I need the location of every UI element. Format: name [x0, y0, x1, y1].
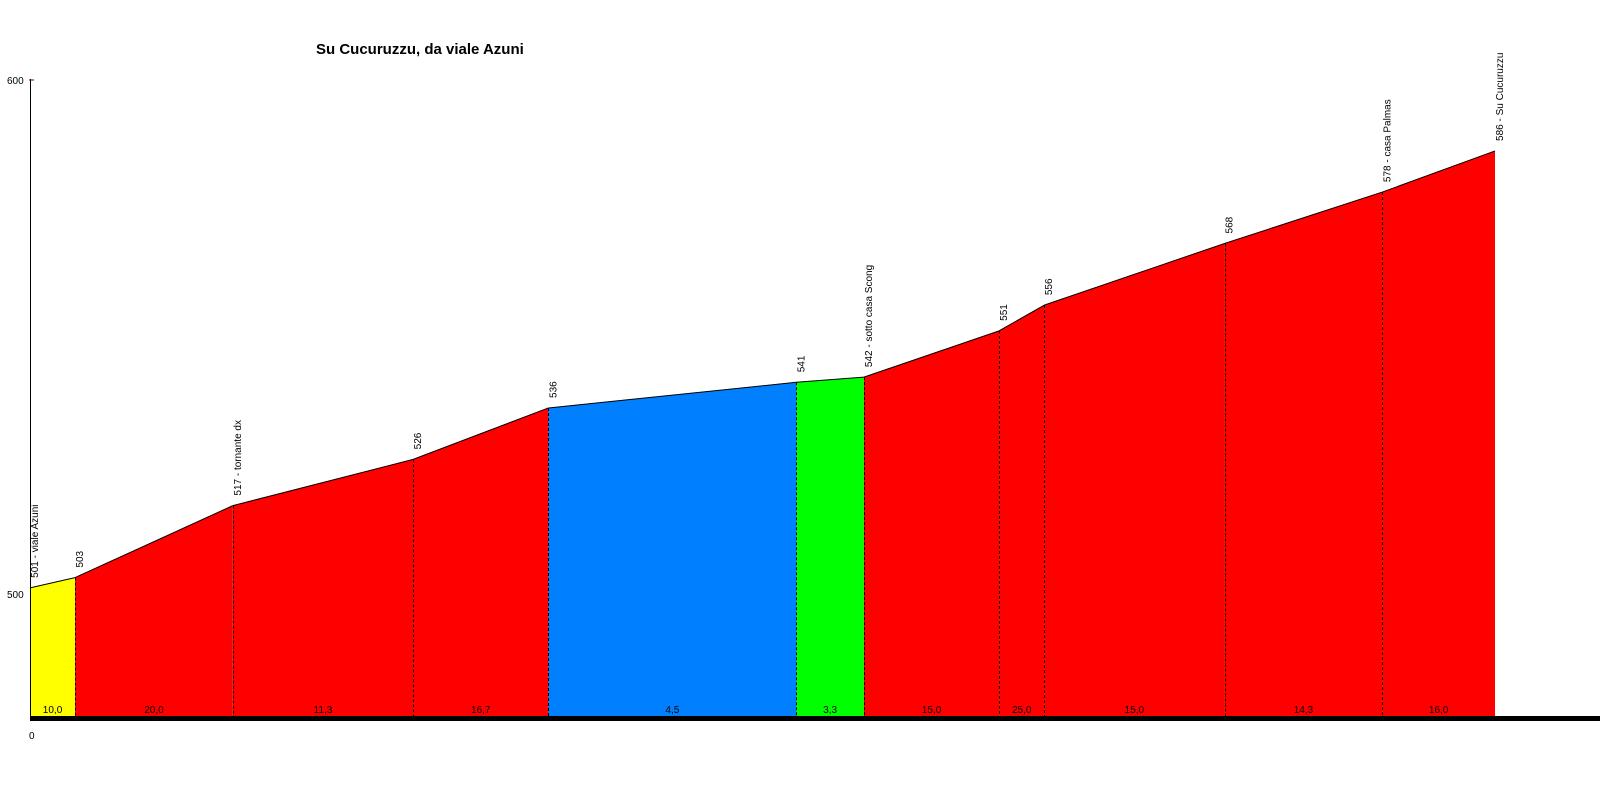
point-label-11: 578 - casa Palmas [1382, 99, 1393, 182]
profile-line-segment-3 [232, 458, 414, 507]
segment-dividers [75, 192, 1383, 717]
gradient-labels: 10,0 20,0 11,3 16,7 4,5 3,3 15,0 25,0 15,0 14,3 16… [43, 705, 1449, 716]
point-label-3: 517 - tornante dx [233, 420, 244, 496]
gradient-label-9: 15,0 [1125, 705, 1145, 716]
point-labels: 501 - viale Azuni 503 517 - tornante dx 526… [30, 53, 1506, 578]
gradient-label-4: 16,7 [471, 705, 491, 716]
gradient-label-6: 3,3 [823, 705, 837, 716]
point-label-8: 551 [999, 304, 1010, 321]
point-label-6: 541 [796, 355, 807, 372]
point-label-4: 526 [413, 432, 424, 449]
point-label-12: 586 - Su Cucuruzzu [1495, 53, 1506, 141]
profile-line-segment-9 [1044, 243, 1225, 306]
segment-areas [29, 150, 1496, 718]
gradient-label-5: 4,5 [665, 705, 679, 716]
y-tick-label-500: 500 [7, 590, 24, 601]
gradient-label-1: 10,0 [43, 705, 63, 716]
segment-area-11 [1382, 150, 1495, 717]
segment-area-7 [863, 330, 1000, 717]
segment-area-6 [796, 377, 864, 717]
segment-area-8 [999, 305, 1045, 717]
segment-area-5 [548, 382, 797, 717]
chart-title: Su Cucuruzzu, da viale Azuni [316, 41, 524, 58]
profile-line-segment-2 [74, 505, 234, 579]
segment-area-4 [413, 407, 549, 717]
segment-area-10 [1224, 192, 1383, 717]
profile-line-segment-6 [796, 376, 864, 383]
gradient-label-3: 11,3 [314, 705, 333, 716]
segment-area-9 [1044, 243, 1225, 718]
segment-area-3 [232, 459, 414, 717]
point-label-9: 556 [1044, 278, 1055, 295]
profile-line-segment-7 [863, 330, 1000, 378]
gradient-label-10: 14,3 [1294, 705, 1314, 716]
profile-line-segment-1 [29, 577, 76, 589]
gradient-label-7: 15,0 [922, 705, 942, 716]
profile-line-segment-8 [998, 304, 1045, 332]
gradient-label-2: 20,0 [144, 705, 164, 716]
segment-area-2 [75, 505, 233, 717]
point-label-10: 568 [1225, 216, 1236, 233]
profile-line-segment-10 [1224, 191, 1383, 244]
gradient-label-8: 25,0 [1012, 705, 1032, 716]
point-label-1: 501 - viale Azuni [30, 504, 41, 577]
point-label-5: 536 [548, 381, 559, 398]
profile-line-segment-4 [412, 407, 549, 460]
segment-area-1 [30, 577, 76, 717]
axes: 600 500 0 [7, 76, 1600, 742]
gradient-label-11: 16,0 [1429, 705, 1449, 716]
x-tick-label-0: 0 [29, 731, 35, 742]
point-label-7: 542 - sotto casa Scong [864, 265, 875, 367]
point-label-2: 503 [75, 550, 86, 567]
y-tick-label-600: 600 [7, 76, 24, 87]
profile-line-segment-5 [548, 381, 797, 409]
profile-line-segment-11 [1382, 150, 1496, 193]
x-axis-baseline [30, 716, 1600, 721]
